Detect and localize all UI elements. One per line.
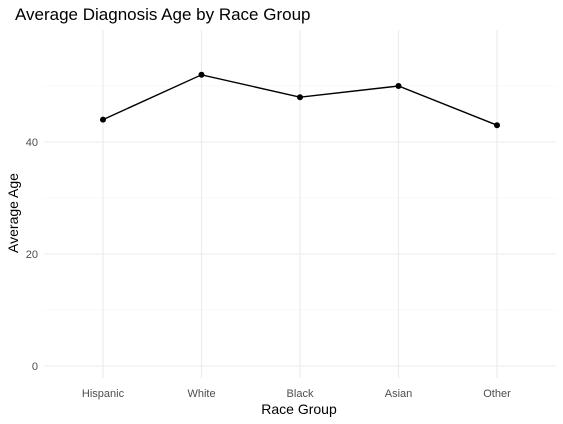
y-tick-label: 0 xyxy=(32,361,38,373)
data-point xyxy=(297,94,303,101)
x-tick-label: Hispanic xyxy=(82,388,125,400)
x-tick-label: White xyxy=(187,388,215,400)
x-tick-label: Asian xyxy=(385,388,413,400)
data-point xyxy=(395,83,402,89)
chart-title: Average Diagnosis Age by Race Group xyxy=(15,5,310,24)
data-point xyxy=(494,122,500,129)
data-point xyxy=(100,116,106,123)
data-point xyxy=(198,71,205,78)
x-tick-label: Black xyxy=(287,388,314,400)
x-axis-title: Race Group xyxy=(261,401,337,417)
series xyxy=(100,71,500,129)
x-axis-tick-labels: Hispanic White Black Asian Other xyxy=(82,388,511,400)
y-tick-label: 40 xyxy=(26,137,38,149)
y-axis-tick-labels: 0 20 40 xyxy=(26,137,38,373)
y-axis-title: Average Age xyxy=(5,173,21,253)
y-tick-label: 20 xyxy=(26,249,38,261)
x-tick-label: Other xyxy=(483,388,511,400)
grid xyxy=(44,30,556,378)
